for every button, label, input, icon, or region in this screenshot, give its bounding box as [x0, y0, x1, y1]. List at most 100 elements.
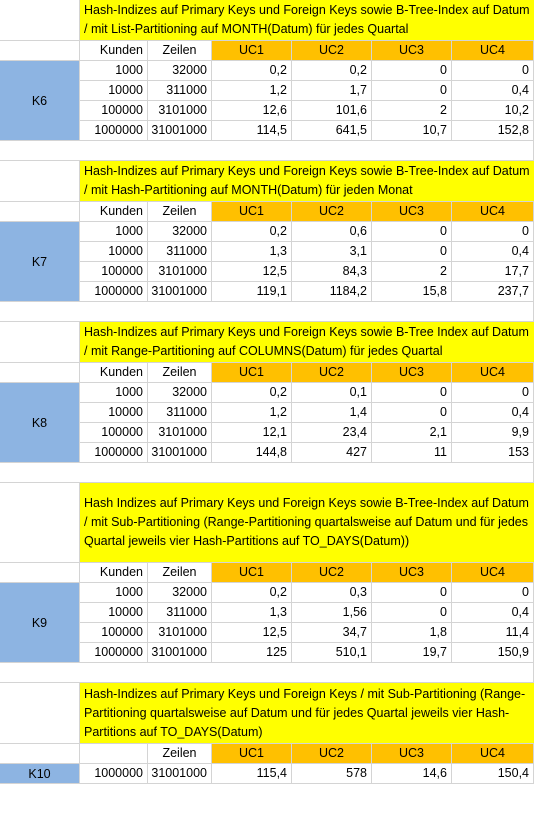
spacer-row [0, 302, 534, 322]
table-cell: 0,2 [292, 61, 372, 81]
table-cell: 0 [372, 603, 452, 623]
table-cell: 510,1 [292, 643, 372, 663]
table-cell: 12,5 [212, 262, 292, 282]
table-cell: 153 [452, 443, 534, 463]
table-cell: 114,5 [212, 121, 292, 141]
table-cell: 311000 [148, 403, 212, 423]
table-cell: 0 [452, 383, 534, 403]
table-cell: 150,4 [452, 764, 534, 784]
table-cell: 427 [292, 443, 372, 463]
column-header-zeilen: Zeilen [148, 363, 212, 383]
table-cell: 0,2 [212, 222, 292, 242]
table-cell: 3101000 [148, 423, 212, 443]
column-header-uc3: UC3 [372, 563, 452, 583]
column-header-zeilen: Zeilen [148, 202, 212, 222]
table-cell: 578 [292, 764, 372, 784]
column-header-kunden: Kunden [80, 563, 148, 583]
table-cell: 3101000 [148, 623, 212, 643]
table-cell: 0 [372, 242, 452, 262]
table-cell: 3,1 [292, 242, 372, 262]
table-cell: 23,4 [292, 423, 372, 443]
table-cell: 3101000 [148, 262, 212, 282]
table-cell: 0 [452, 61, 534, 81]
table-cell: 641,5 [292, 121, 372, 141]
table-cell: 0,4 [452, 603, 534, 623]
column-header-zeilen: Zeilen [148, 744, 212, 764]
table-cell: 150,9 [452, 643, 534, 663]
column-header-uc1: UC1 [212, 41, 292, 61]
table-cell: 12,5 [212, 623, 292, 643]
table-cell: 32000 [148, 583, 212, 603]
table-cell: 237,7 [452, 282, 534, 302]
table-cell: 1000000 [80, 643, 148, 663]
table-cell: 0,4 [452, 81, 534, 101]
column-header-uc3: UC3 [372, 41, 452, 61]
table-cell: 2 [372, 101, 452, 121]
table-cell: 101,6 [292, 101, 372, 121]
label-spacer [0, 563, 80, 583]
table-cell: 10000 [80, 603, 148, 623]
table-cell: 1000 [80, 61, 148, 81]
table-cell: 11 [372, 443, 452, 463]
table-cell: 0 [372, 81, 452, 101]
table-cell: 1,2 [212, 81, 292, 101]
table-cell: 1000 [80, 222, 148, 242]
table-cell: 3101000 [148, 101, 212, 121]
table-cell: 0 [452, 583, 534, 603]
table-cell: 1,56 [292, 603, 372, 623]
column-header-kunden [80, 744, 148, 764]
table-cell: 125 [212, 643, 292, 663]
column-header-zeilen: Zeilen [148, 41, 212, 61]
column-header-uc4: UC4 [452, 363, 534, 383]
table-cell: 12,6 [212, 101, 292, 121]
column-header-kunden: Kunden [80, 363, 148, 383]
table-cell: 311000 [148, 242, 212, 262]
block-label: K7 [0, 222, 80, 302]
table-cell: 0,1 [292, 383, 372, 403]
table-cell: 31001000 [148, 282, 212, 302]
table-cell: 100000 [80, 623, 148, 643]
table-cell: 19,7 [372, 643, 452, 663]
table-cell: 10000 [80, 242, 148, 262]
column-header-uc3: UC3 [372, 363, 452, 383]
table-cell: 100000 [80, 262, 148, 282]
table-cell: 1000 [80, 583, 148, 603]
table-cell: 0 [372, 222, 452, 242]
spacer-row [0, 463, 534, 483]
block-label: K8 [0, 383, 80, 463]
label-spacer [0, 202, 80, 222]
label-spacer [0, 0, 80, 41]
table-cell: 0,4 [452, 242, 534, 262]
table-cell: 100000 [80, 101, 148, 121]
column-header-zeilen: Zeilen [148, 563, 212, 583]
table-cell: 84,3 [292, 262, 372, 282]
table-cell: 0 [372, 61, 452, 81]
spacer-row [0, 663, 534, 683]
table-cell: 100000 [80, 423, 148, 443]
table-cell: 1000000 [80, 282, 148, 302]
table-cell: 10,7 [372, 121, 452, 141]
table-cell: 31001000 [148, 764, 212, 784]
label-spacer [0, 322, 80, 363]
table-cell: 1,7 [292, 81, 372, 101]
table-cell: 115,4 [212, 764, 292, 784]
column-header-uc2: UC2 [292, 563, 372, 583]
column-header-uc2: UC2 [292, 363, 372, 383]
block-label: K10 [0, 764, 80, 784]
table-cell: 144,8 [212, 443, 292, 463]
table-cell: 1,3 [212, 603, 292, 623]
table-cell: 32000 [148, 383, 212, 403]
label-spacer [0, 41, 80, 61]
table-cell: 119,1 [212, 282, 292, 302]
column-header-uc3: UC3 [372, 744, 452, 764]
table-cell: 0 [372, 403, 452, 423]
column-header-uc1: UC1 [212, 202, 292, 222]
table-cell: 1,8 [372, 623, 452, 643]
table-cell: 14,6 [372, 764, 452, 784]
column-header-uc2: UC2 [292, 41, 372, 61]
table-cell: 0,2 [212, 61, 292, 81]
table-cell: 1000000 [80, 121, 148, 141]
table-cell: 1000 [80, 383, 148, 403]
table-cell: 1000000 [80, 443, 148, 463]
